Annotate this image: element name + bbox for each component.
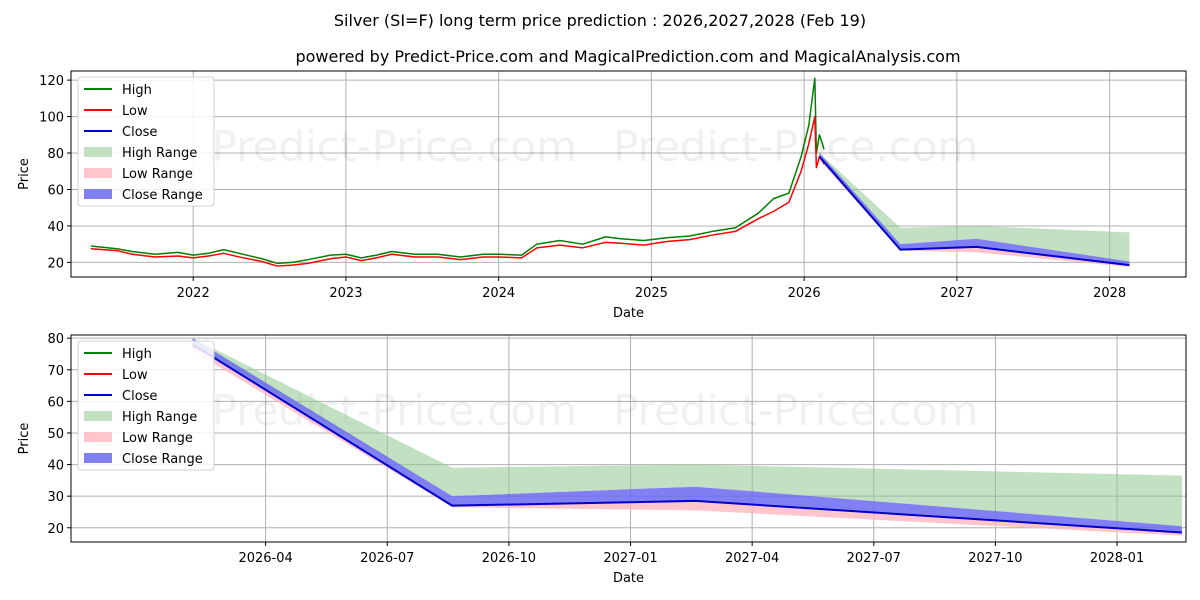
legend-label-high-range: High Range (122, 410, 197, 425)
y-axis-label: Price (17, 158, 32, 190)
legend-swatch-close-range (84, 189, 112, 199)
band-close-range (192, 338, 1182, 533)
x-tick-label: 2023 (329, 286, 362, 301)
watermark-text: Predict-Price.com (212, 122, 577, 171)
x-tick-label: 2027-10 (968, 551, 1022, 566)
legend-label-close: Close (122, 389, 157, 404)
watermark-text: Predict-Price.com (613, 122, 978, 171)
x-tick-label: 2026-10 (482, 551, 536, 566)
x-axis-label: Date (613, 306, 644, 321)
y-tick-label: 70 (47, 364, 64, 379)
legend-swatch-close-range (84, 453, 112, 463)
legend: High Low Close High Range Low Range Close Ran… (77, 340, 215, 471)
band-high-range (192, 338, 1182, 527)
y-tick-label: 50 (47, 427, 64, 442)
watermark-text: Predict-Price.com (613, 386, 978, 435)
y-tick-label: 40 (47, 459, 64, 474)
chart-title: Silver (SI=F) long term price prediction… (334, 11, 866, 30)
x-tick-label: 2027-01 (603, 551, 657, 566)
legend-label-close: Close (122, 125, 157, 140)
axes-frame (70, 334, 1187, 543)
plot-area (90, 77, 1130, 267)
band-high-range (819, 153, 1130, 262)
legend-swatch-low-range (84, 432, 112, 442)
y-tick-label: 30 (47, 490, 64, 505)
x-tick-label: 2026 (788, 286, 821, 301)
y-tick-label: 80 (47, 332, 64, 347)
y-axis-label: Price (17, 423, 32, 455)
y-tick-label: 100 (39, 111, 64, 126)
y-tick-label: 60 (47, 395, 64, 410)
legend-swatch-high-range (84, 147, 112, 157)
legend-label-high: High (122, 347, 152, 362)
x-tick-label: 2027-07 (847, 551, 901, 566)
band-close-range (819, 153, 1130, 266)
plot-area (192, 338, 1183, 536)
y-tick-label: 40 (47, 220, 64, 235)
series-line-close (192, 343, 1183, 534)
x-tick-label: 2028-01 (1090, 551, 1144, 566)
y-tick-label: 60 (47, 183, 64, 198)
series-line-high (90, 77, 825, 265)
panel-forecast: Predict-Price.com Predict-Price.com2026-0… (17, 332, 1187, 586)
legend-swatch-high-range (84, 411, 112, 421)
y-tick-label: 20 (47, 256, 64, 271)
series-line-close (818, 156, 1130, 267)
x-tick-label: 2024 (482, 286, 515, 301)
x-tick-label: 2028 (1093, 286, 1126, 301)
chart-subtitle: powered by Predict-Price.com and Magical… (295, 47, 960, 66)
legend-swatch-low-range (84, 168, 112, 178)
x-tick-label: 2025 (635, 286, 668, 301)
legend-label-close-range: Close Range (122, 188, 203, 203)
legend-label-low-range: Low Range (122, 431, 193, 446)
axes-frame (70, 70, 1187, 278)
legend-label-high: High (122, 83, 152, 98)
x-axis-label: Date (613, 571, 644, 586)
y-tick-label: 120 (39, 74, 64, 89)
legend-label-low-range: Low Range (122, 167, 193, 182)
x-tick-label: 2022 (177, 286, 210, 301)
legend: High Low Close High Range Low Range Close Ran… (77, 76, 215, 207)
series-line-low (90, 115, 825, 267)
legend-label-low: Low (122, 368, 148, 383)
x-tick-label: 2027 (940, 286, 973, 301)
panel-history: Predict-Price.com Predict-Price.com 2022 20… (17, 70, 1187, 321)
legend-label-low: Low (122, 104, 148, 119)
y-tick-label: 20 (47, 522, 64, 537)
x-tick-label: 2027-04 (725, 551, 779, 566)
legend-label-close-range: Close Range (122, 452, 203, 467)
y-tick-label: 80 (47, 147, 64, 162)
legend-label-high-range: High Range (122, 146, 197, 161)
x-tick-label: 2026-07 (360, 551, 414, 566)
x-tick-label: 2026-04 (238, 551, 292, 566)
